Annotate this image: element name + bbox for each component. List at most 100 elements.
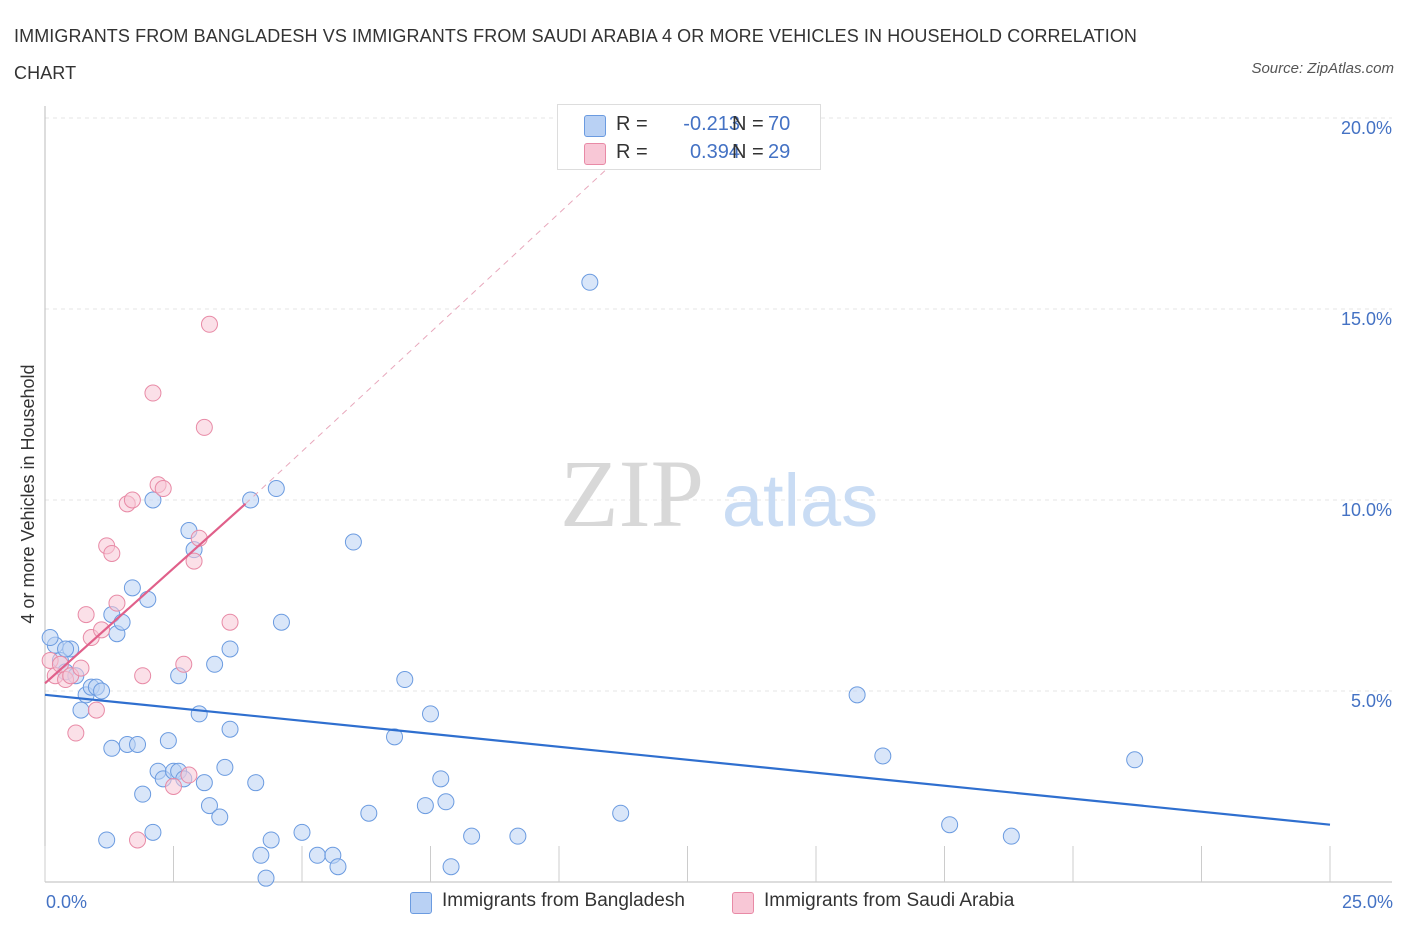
saudi-arabia-trend-line (44, 503, 247, 685)
bangladesh-point (144, 491, 162, 509)
bangladesh-point (437, 793, 455, 811)
x-tick-label: 25.0% (1342, 892, 1393, 912)
bangladesh-point (386, 728, 404, 746)
legend-r-label: R = (616, 113, 648, 135)
bangladesh-point (442, 858, 460, 876)
y-tick-label: 15.0% (1341, 309, 1392, 329)
saudi-arabia-point (72, 659, 90, 677)
saudi-arabia-point (108, 594, 126, 612)
saudi-arabia-point (77, 606, 95, 624)
bangladesh-point (103, 739, 121, 757)
saudi-arabia-trend-extension (245, 117, 663, 505)
bangladesh-point (360, 804, 378, 822)
series-swatch-bangladesh (410, 892, 432, 914)
correlation-legend: R = -0.213 N = 70 R = 0.394 N = 29 (557, 104, 821, 170)
series-label-saudi-arabia: Immigrants from Saudi Arabia (764, 890, 1015, 911)
saudi-arabia-point (221, 613, 239, 631)
bangladesh-point (612, 804, 630, 822)
bangladesh-point (139, 590, 157, 608)
bangladesh-point (463, 827, 481, 845)
legend-n-label: N = (732, 113, 764, 135)
bangladesh-point (221, 720, 239, 738)
chart-title: IMMIGRANTS FROM BANGLADESH VS IMMIGRANTS… (14, 26, 1138, 83)
saudi-arabia-point (154, 480, 172, 498)
bangladesh-trend-line (44, 693, 1331, 826)
bangladesh-point (211, 808, 229, 826)
bangladesh-point (344, 533, 362, 551)
bangladesh-point (159, 732, 177, 750)
bangladesh-point (57, 640, 75, 658)
saudi-arabia-point (103, 544, 121, 562)
watermark-zip: ZIP (560, 440, 704, 547)
saudi-arabia-point (93, 621, 111, 639)
bangladesh-point (396, 671, 414, 689)
saudi-arabia-point (123, 491, 141, 509)
bangladesh-point (98, 831, 116, 849)
series-swatch-saudi-arabia (732, 892, 754, 914)
data-points (41, 273, 1144, 887)
bangladesh-point (874, 747, 892, 765)
bangladesh-point (432, 770, 450, 788)
bangladesh-point (422, 705, 439, 723)
y-tick-label: 5.0% (1351, 691, 1392, 711)
y-axis-label: 4 or more Vehicles in Household (18, 364, 38, 623)
bangladesh-point (216, 758, 234, 776)
source-credit: Source: ZipAtlas.com (1251, 60, 1394, 77)
bangladesh-point (416, 797, 434, 815)
bangladesh-point (941, 816, 959, 834)
bangladesh-point (293, 823, 311, 841)
series-label-bangladesh: Immigrants from Bangladesh (442, 890, 685, 911)
watermark-atlas: atlas (722, 459, 878, 542)
bangladesh-point (200, 797, 218, 815)
bangladesh-point (144, 823, 162, 841)
bangladesh-point (113, 613, 131, 631)
legend-n-value: 29 (768, 141, 791, 163)
legend-r-label: R = (616, 141, 648, 163)
bangladesh-point (257, 869, 275, 887)
bangladesh-point (72, 701, 90, 719)
bangladesh-point (195, 774, 213, 792)
bangladesh-point (129, 735, 147, 753)
saudi-arabia-point (87, 701, 105, 719)
bangladesh-point (329, 858, 347, 876)
legend-r-value: -0.213 (683, 113, 740, 135)
bangladesh-point (267, 480, 285, 498)
saudi-arabia-point (67, 724, 85, 742)
legend-swatch-saudi-arabia (584, 143, 606, 165)
legend-r-value: 0.394 (689, 141, 740, 163)
saudi-arabia-point (180, 766, 198, 784)
y-tick-label: 10.0% (1341, 500, 1392, 520)
saudi-arabia-point (175, 655, 193, 673)
saudi-arabia-point (134, 667, 152, 685)
bangladesh-point (221, 640, 239, 658)
axes: 5.0% 10.0% 15.0% 20.0% 0.0% 25.0% (44, 106, 1393, 912)
saudi-arabia-point (51, 655, 69, 673)
bangladesh-point (247, 774, 265, 792)
legend-n-label: N = (732, 141, 764, 163)
grid-lines (45, 117, 1392, 692)
bangladesh-point (848, 686, 866, 704)
bangladesh-point (190, 705, 208, 723)
bangladesh-point (134, 785, 152, 803)
watermark: ZIP atlas (560, 440, 878, 547)
bangladesh-point (1126, 751, 1144, 769)
saudi-arabia-point (195, 418, 213, 436)
saudi-arabia-point (165, 778, 182, 795)
saudi-arabia-point (144, 384, 162, 402)
bangladesh-point (206, 655, 224, 673)
legend-n-value: 70 (768, 113, 791, 135)
bangladesh-point (252, 846, 270, 864)
bangladesh-point (509, 827, 527, 845)
saudi-arabia-point (129, 831, 147, 849)
bangladesh-point (308, 846, 326, 864)
saudi-arabia-point (185, 552, 203, 570)
y-tick-label: 20.0% (1341, 118, 1392, 138)
bangladesh-point (41, 629, 59, 647)
x-tick-label: 0.0% (46, 892, 87, 912)
bangladesh-point (93, 682, 111, 700)
saudi-arabia-point (200, 315, 218, 333)
bangladesh-point (1002, 827, 1020, 845)
trend-lines (44, 117, 1331, 826)
bangladesh-point (123, 579, 141, 597)
